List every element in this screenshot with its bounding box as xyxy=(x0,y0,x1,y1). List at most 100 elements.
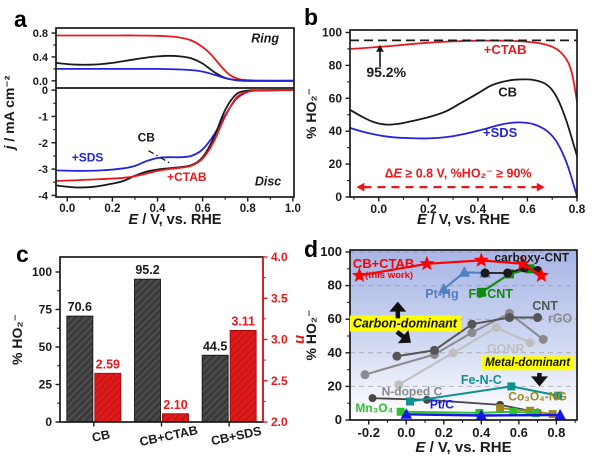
y-axis-label: j / mA cm⁻² xyxy=(1,75,17,151)
x-tick-label: 0.8 xyxy=(240,203,257,215)
panel-letter-b: b xyxy=(304,4,319,30)
x-axis-label: E / V, vs. RHE xyxy=(417,212,510,228)
y-tick-label: 40 xyxy=(328,345,342,360)
y-tick-label: 80 xyxy=(329,58,343,72)
annotation: Ring xyxy=(251,32,279,46)
y-tick-label: 4.0 xyxy=(271,250,288,264)
annotation: ΔE ≥ 0.8 V, %HO₂⁻ ≥ 90% xyxy=(385,166,532,180)
panel-c: 70.6 2.59 CB 95.2 2.10 CB+CTAB 44.5 3.11 CB+SDS 0… xyxy=(9,250,309,449)
annotation: +SDS xyxy=(72,151,104,165)
marker-mn-o xyxy=(531,409,540,418)
bar-n-cb xyxy=(94,372,122,423)
series-sds xyxy=(55,67,294,82)
y-tick-label: 2.5 xyxy=(271,374,288,388)
arrow-head xyxy=(376,44,384,52)
marker-carboxy-cnt xyxy=(480,268,490,278)
marker-gonr xyxy=(394,380,404,390)
annotation: +CTAB xyxy=(484,42,527,57)
marker-gonr xyxy=(491,323,501,333)
x-tick-label: 0.2 xyxy=(435,425,453,440)
series-cb xyxy=(349,78,578,157)
y-tick-label: 2.0 xyxy=(271,415,288,429)
bar-pct-cb xyxy=(66,315,94,423)
x-tick-label: 0.6 xyxy=(510,425,528,440)
marker-cb-ctab-this-work xyxy=(351,267,367,282)
bar-value-label: 95.2 xyxy=(135,263,159,277)
axes-box xyxy=(349,29,578,198)
panel-letter-a: a xyxy=(14,6,27,32)
y-tick-label: 3.0 xyxy=(271,333,288,347)
y-tick-label: 75 xyxy=(39,303,53,317)
marker-gonr xyxy=(448,348,458,358)
y-tick-label: 80 xyxy=(328,278,342,293)
marker-fe-n-c xyxy=(554,391,563,400)
marker-cb-ctab-this-work xyxy=(515,255,531,271)
series-label: CNT xyxy=(532,299,558,313)
x-axis-label: E / V, vs. RHE xyxy=(415,439,511,456)
arrow-head xyxy=(389,301,407,312)
y-tick-label: -2 xyxy=(38,138,48,150)
series-label: Pt/C xyxy=(430,398,454,412)
panel-a: 0.0 0.2 0.4 0.6 0.8 1.0 0.0 0.4 0.8 0 -1 -2 -3 -4 E / … xyxy=(1,27,301,228)
series-label: N-doped C xyxy=(382,385,443,399)
category-label: CB+SDS xyxy=(210,424,263,448)
arrow-head xyxy=(536,182,545,192)
annotation: CB xyxy=(138,130,156,144)
annotation: +CTAB xyxy=(167,170,207,184)
arrow-head xyxy=(531,376,548,387)
bar-pct-cb-sds xyxy=(201,354,229,423)
series-label: rGO xyxy=(548,312,573,326)
marker-cb-ctab-this-work xyxy=(533,267,549,282)
marker-mn-o xyxy=(396,407,405,416)
bar-pct-cb-ctab xyxy=(134,278,161,423)
marker-cnt xyxy=(429,345,439,355)
series-mn-o xyxy=(399,410,537,415)
bar-value-label: 2.59 xyxy=(96,357,120,371)
y-tick-label: 0 xyxy=(45,415,52,429)
series-sds xyxy=(349,121,578,198)
y-tick-label: 3.5 xyxy=(271,291,288,305)
series-label: Pt-Hg xyxy=(425,287,458,301)
x-tick-label: 0.6 xyxy=(195,203,211,215)
annotation: CB xyxy=(498,85,517,100)
series-label: Co₃O₄-NG xyxy=(508,390,567,404)
marker-cb-ctab-this-work xyxy=(473,252,489,267)
y-tick-label: 100 xyxy=(32,265,52,279)
marker-co-o-ng xyxy=(496,404,505,413)
x-tick-label: -0.2 xyxy=(358,425,380,440)
x-tick-label: 0.0 xyxy=(59,203,75,215)
series-label: CB+CTAB xyxy=(353,256,415,271)
marker-co-o-ng xyxy=(526,406,535,415)
category-label: CB+CTAB xyxy=(138,423,199,449)
marker-carboxy-cnt xyxy=(503,268,513,278)
x-tick-label: 1.0 xyxy=(285,203,301,215)
highlighted-annotation: Metal-dominant xyxy=(485,357,571,369)
series-label: carboxy-CNT xyxy=(494,251,569,265)
y-tick-label: 0.4 xyxy=(33,52,49,64)
arrow-head xyxy=(397,329,411,344)
y-tick-label: -4 xyxy=(38,190,49,202)
marker-pt-hg xyxy=(438,283,450,294)
series-label: (this work) xyxy=(365,270,413,281)
y-tick-label: 0 xyxy=(42,85,48,97)
category-label: CB xyxy=(91,427,112,444)
marker-rgo xyxy=(467,328,477,338)
series-sds xyxy=(55,89,294,172)
arrow-line xyxy=(395,330,406,339)
y-tick-label: 0 xyxy=(335,190,342,204)
bar-n-cb-sds xyxy=(229,329,257,423)
y-tick-label: 0 xyxy=(335,412,342,427)
marker-pt-c xyxy=(554,409,566,420)
x-tick-label: 0.0 xyxy=(370,202,387,216)
bar-value-label: 70.6 xyxy=(68,300,92,314)
x-tick-label: 0.8 xyxy=(569,202,586,216)
series-label: GONR xyxy=(487,342,525,356)
right-axis-label: n xyxy=(292,335,309,344)
y-tick-label: 0.8 xyxy=(33,28,48,40)
series-label: Fe-N-C xyxy=(461,373,502,387)
marker-pt-c xyxy=(400,408,412,419)
x-tick-label: 0.8 xyxy=(547,425,565,440)
marker-pt-c xyxy=(475,409,488,420)
marker-cnt xyxy=(467,319,477,329)
y-tick-label: 20 xyxy=(328,378,342,393)
